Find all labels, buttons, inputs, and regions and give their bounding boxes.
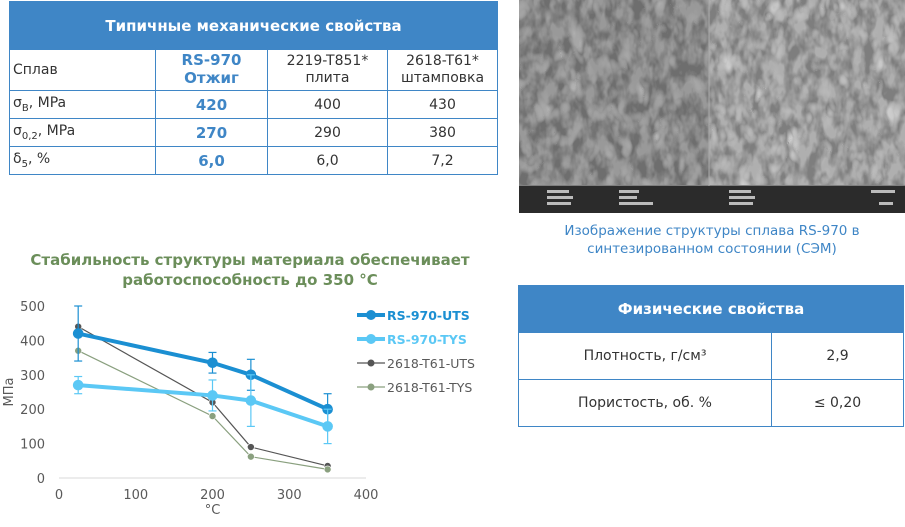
y-axis-label: МПа — [2, 378, 17, 407]
sem-caption-line1: Изображение структуры сплава RS-970 в — [564, 223, 860, 239]
legend-marker — [366, 334, 376, 344]
alloy2219-value: 400 — [267, 90, 388, 119]
rs970-header: RS-970 Отжиг — [155, 49, 268, 91]
data-point — [207, 390, 218, 401]
sem-caption-line2: синтезированном состоянии (СЭМ) — [587, 241, 837, 257]
table-row: Плотность, г/см³ 2,9 — [518, 332, 904, 380]
data-point — [208, 412, 217, 420]
physical-table-title: Физические свойства — [518, 285, 904, 333]
legend-marker — [366, 310, 376, 320]
y-tick-label: 200 — [20, 403, 45, 418]
data-point — [323, 465, 332, 474]
alloy2219-header: 2219-T851* плита — [267, 49, 388, 91]
legend-label: RS-970-TYS — [387, 332, 467, 347]
data-point — [322, 421, 333, 432]
chart-title-line1: Стабильность структуры материала обеспеч… — [30, 251, 470, 269]
alloy2618-form: штамповка — [400, 70, 485, 86]
legend-marker — [367, 359, 375, 367]
table-row: σB, MPa 420 400 430 — [9, 90, 499, 119]
alloy2618-name: 2618-T61* — [406, 53, 479, 69]
legend-label: 2618-T61-TYS — [387, 380, 472, 395]
x-axis-label: °C — [205, 503, 221, 518]
y-tick-label: 400 — [20, 334, 45, 349]
x-tick-label: 100 — [123, 488, 148, 503]
sem-image — [519, 0, 905, 213]
data-point — [247, 443, 255, 451]
sem-micrograph — [519, 0, 905, 213]
x-tick-label: 200 — [200, 488, 225, 503]
data-point — [245, 395, 257, 406]
data-point — [247, 452, 255, 461]
alloy2219-form: плита — [305, 70, 350, 86]
data-point — [72, 328, 84, 339]
legend-marker — [367, 383, 375, 391]
data-point — [72, 379, 84, 391]
data-point — [207, 357, 218, 369]
mechanical-properties-table: Типичные механические свойства Сплав RS-… — [8, 1, 499, 175]
rs970-value: 420 — [155, 90, 268, 119]
porosity-value: ≤ 0,20 — [771, 379, 904, 427]
y-tick-label: 100 — [20, 438, 45, 453]
series-line-rs-970-uts — [77, 331, 329, 412]
series-line-rs-970-tys — [78, 383, 329, 429]
sem-caption: Изображение структуры сплава RS-970 в си… — [519, 222, 905, 258]
alloy2219-name: 2219-T851* — [286, 53, 369, 69]
y-tick-label: 300 — [20, 369, 45, 384]
alloy2219-value: 290 — [267, 118, 388, 147]
y-tick-label: 0 — [37, 472, 45, 487]
rs970-name: RS-970 — [181, 51, 242, 69]
porosity-label: Пористость, об. % — [518, 379, 772, 427]
chart-title-line2: работоспособность до 350 °С — [122, 271, 378, 289]
alloy2618-header: 2618-T61* штамповка — [386, 49, 499, 91]
table-row: δ5, % 6,0 6,0 7,2 — [9, 146, 499, 175]
row-label: σB, MPa — [9, 90, 156, 119]
x-tick-label: 400 — [354, 488, 379, 503]
alloy-label: Сплав — [9, 49, 156, 91]
rs970-value: 6,0 — [155, 146, 268, 175]
legend-label: RS-970-UTS — [387, 308, 470, 323]
rs970-state: Отжиг — [184, 69, 239, 87]
series-line-2618-t61-tys — [77, 350, 328, 470]
alloy2618-value: 430 — [386, 90, 499, 119]
alloy2219-value: 6,0 — [267, 146, 388, 175]
table-row: σ0,2, MPa 270 290 380 — [9, 118, 499, 147]
density-value: 2,9 — [771, 332, 904, 380]
physical-properties-table: Физические свойства Плотность, г/см³ 2,9… — [518, 285, 904, 427]
alloy2618-value: 7,2 — [386, 146, 499, 175]
series-line-2618-t61-uts — [77, 326, 328, 467]
mechanical-table-title: Типичные механические свойства — [8, 1, 499, 50]
table-row: Пористость, об. % ≤ 0,20 — [518, 379, 904, 427]
row-label: σ0,2, MPa — [9, 118, 156, 147]
x-tick-label: 300 — [277, 488, 302, 503]
rs970-value: 270 — [155, 118, 268, 147]
alloy2618-value: 380 — [386, 118, 499, 147]
strength-vs-temperature-chart: 0 100 200 300 400 500 0 100 200 300 400 °C МПа RS-970… — [2, 300, 475, 518]
row-label: δ5, % — [9, 146, 156, 175]
x-tick-label: 0 — [55, 488, 63, 503]
density-label: Плотность, г/см³ — [518, 332, 772, 380]
legend-label: 2618-T61-UTS — [387, 356, 475, 371]
y-tick-label: 500 — [20, 300, 45, 315]
chart-title: Стабильность структуры материала обеспеч… — [0, 250, 500, 290]
